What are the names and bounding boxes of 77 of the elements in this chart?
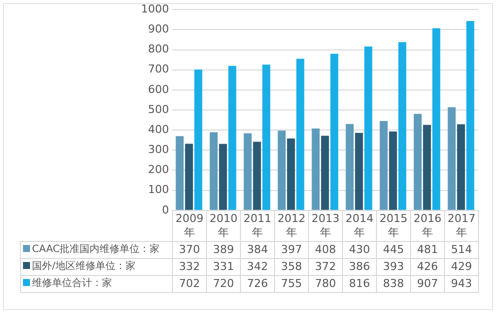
data-label: 426 bbox=[410, 258, 444, 276]
data-label: 430 bbox=[342, 242, 376, 259]
bar bbox=[380, 121, 388, 210]
y-tick-label: 100 bbox=[148, 183, 169, 196]
x-tick-label: 2011年 bbox=[240, 210, 274, 242]
bar bbox=[296, 58, 304, 210]
bar bbox=[364, 46, 372, 210]
bar bbox=[414, 114, 422, 210]
bar bbox=[355, 132, 363, 210]
bar bbox=[457, 124, 465, 210]
data-label: 358 bbox=[274, 258, 308, 276]
bar bbox=[210, 132, 218, 210]
bar bbox=[287, 138, 295, 210]
bar bbox=[176, 136, 184, 210]
bar bbox=[448, 107, 456, 210]
data-label: 514 bbox=[444, 242, 478, 259]
x-tick-label: 2010年 bbox=[206, 210, 240, 242]
data-label: 780 bbox=[308, 276, 342, 293]
data-label: 342 bbox=[240, 258, 274, 276]
legend-label: 国外/地区维修单位：家 bbox=[20, 258, 172, 276]
bar bbox=[321, 136, 329, 210]
bar bbox=[466, 21, 474, 210]
bar bbox=[219, 144, 227, 210]
bar bbox=[185, 144, 193, 210]
data-label: 720 bbox=[206, 276, 240, 293]
data-label: 943 bbox=[444, 276, 478, 293]
legend-label: 维修单位合计：家 bbox=[20, 276, 172, 293]
data-label: 389 bbox=[206, 242, 240, 259]
y-tick-label: 200 bbox=[148, 163, 169, 176]
bar bbox=[262, 64, 270, 210]
y-tick-label: 800 bbox=[148, 42, 169, 56]
bar bbox=[228, 66, 236, 210]
data-label: 726 bbox=[240, 276, 274, 293]
data-label: 332 bbox=[172, 258, 206, 276]
data-label: 838 bbox=[376, 276, 410, 293]
data-label: 408 bbox=[308, 242, 342, 259]
legend-label: CAAC批准国内维修单位：家 bbox=[20, 242, 172, 259]
data-label: 386 bbox=[342, 258, 376, 276]
bar bbox=[346, 124, 354, 210]
bar bbox=[398, 42, 406, 210]
data-label: 370 bbox=[172, 242, 206, 259]
data-label: 816 bbox=[342, 276, 376, 293]
x-tick-label: 2014年 bbox=[342, 210, 376, 242]
data-label: 372 bbox=[308, 258, 342, 276]
x-tick-label: 2009年 bbox=[172, 210, 206, 242]
bar bbox=[253, 142, 261, 210]
data-label: 397 bbox=[274, 242, 308, 259]
y-tick-label: 600 bbox=[148, 82, 169, 96]
y-tick-label: 700 bbox=[148, 62, 169, 76]
bar bbox=[389, 131, 397, 210]
data-label: 702 bbox=[172, 276, 206, 293]
data-label: 755 bbox=[274, 276, 308, 293]
data-label: 331 bbox=[206, 258, 240, 276]
bar bbox=[244, 133, 252, 210]
bar bbox=[330, 54, 338, 210]
data-label: 393 bbox=[376, 258, 410, 276]
data-label: 429 bbox=[444, 258, 478, 276]
y-tick-label: 300 bbox=[148, 143, 169, 156]
bar bbox=[312, 128, 320, 210]
bar bbox=[432, 28, 440, 210]
y-tick-label: 500 bbox=[148, 102, 169, 116]
y-tick-label: 0 bbox=[162, 203, 169, 216]
x-tick-label: 2017年 bbox=[444, 210, 478, 242]
data-label: 445 bbox=[376, 242, 410, 259]
y-tick-label: 1000 bbox=[140, 2, 169, 16]
x-tick-label: 2012年 bbox=[274, 210, 308, 242]
y-tick-label: 400 bbox=[148, 122, 169, 136]
x-tick-label: 2013年 bbox=[308, 210, 342, 242]
x-tick-label: 2016年 bbox=[410, 210, 444, 242]
y-tick-label: 900 bbox=[148, 22, 169, 36]
bar bbox=[278, 130, 286, 210]
bar bbox=[423, 124, 431, 210]
data-label: 481 bbox=[410, 242, 444, 259]
data-label: 384 bbox=[240, 242, 274, 259]
bar bbox=[194, 69, 202, 210]
x-tick-label: 2015年 bbox=[376, 210, 410, 242]
data-label: 907 bbox=[410, 276, 444, 293]
